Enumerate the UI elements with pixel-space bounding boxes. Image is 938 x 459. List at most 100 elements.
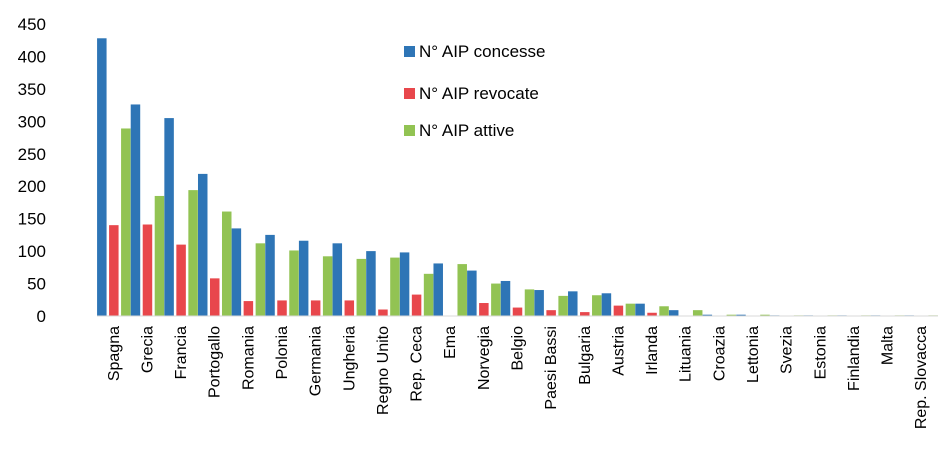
y-tick-label: 250: [18, 145, 46, 164]
bar-revocate: [580, 312, 590, 316]
bar-concesse: [702, 314, 713, 316]
bar-concesse: [635, 303, 645, 316]
bar-concesse: [298, 240, 309, 316]
x-tick-label: Francia: [173, 326, 190, 379]
x-tick-label: Norvegia: [476, 326, 493, 390]
x-tick-label: Svezia: [779, 326, 796, 374]
bar-concesse: [568, 291, 578, 316]
bar-attive: [154, 195, 165, 316]
x-tick-label: Bulgaria: [577, 326, 594, 385]
y-tick-label: 0: [37, 307, 46, 326]
bar-concesse: [601, 293, 612, 316]
x-tick-label: Austria: [610, 326, 627, 376]
bar-attive: [524, 289, 535, 316]
legend: N° AIP concesse N° AIP revocate N° AIP att…: [404, 42, 546, 140]
bar-concesse: [97, 38, 107, 316]
x-tick-label: Spagna: [106, 326, 123, 381]
legend-label: N° AIP attive: [419, 121, 514, 140]
x-tick-label: Romania: [240, 326, 257, 390]
bar-concesse: [467, 270, 477, 316]
bar-concesse: [433, 263, 443, 316]
x-tick-label: Grecia: [139, 326, 156, 373]
x-tick-label: Germania: [308, 326, 325, 396]
bar-concesse: [332, 243, 343, 316]
bar-attive: [356, 258, 367, 316]
bar-revocate: [310, 300, 321, 316]
bar-revocate: [479, 303, 489, 316]
y-tick-label: 300: [18, 112, 46, 131]
y-tick-label: 350: [18, 80, 46, 99]
bar-revocate: [176, 244, 186, 316]
bar-revocate: [209, 278, 220, 316]
x-tick-label: Regno Unito: [375, 326, 392, 415]
y-tick-label: 50: [27, 275, 46, 294]
bar-attive: [121, 128, 131, 316]
x-tick-label: Finlandia: [846, 326, 863, 391]
y-axis: 0 50 100 150 200 250 300 350 400 450: [18, 15, 46, 326]
bar-revocate: [411, 294, 422, 316]
bar-concesse: [265, 234, 275, 316]
x-tick-label: Belgio: [510, 326, 527, 371]
bar-attive: [322, 256, 333, 316]
legend-swatch: [404, 125, 415, 136]
bar-attive: [423, 273, 434, 316]
bar-attive: [558, 295, 568, 316]
legend-label: N° AIP concesse: [419, 42, 546, 61]
x-tick-label: Estonia: [812, 326, 829, 379]
y-tick-label: 150: [18, 210, 46, 229]
bar-concesse: [736, 314, 746, 316]
bar-revocate: [546, 310, 556, 316]
bar-concesse: [399, 252, 410, 316]
x-tick-label: Ungheria: [341, 326, 358, 391]
bar-concesse: [197, 173, 208, 316]
bar-attive: [255, 243, 266, 316]
bar-attive: [760, 314, 770, 316]
y-tick-label: 400: [18, 47, 46, 66]
bar-attive: [188, 190, 198, 316]
bar-concesse: [668, 310, 679, 316]
bar-concesse: [231, 228, 242, 316]
bar-concesse: [500, 280, 511, 316]
x-tick-label: Lettonia: [745, 326, 762, 383]
x-tick-label: Polonia: [274, 326, 291, 379]
x-tick-label: Malta: [880, 326, 897, 365]
bar-revocate: [243, 301, 254, 316]
bar-attive: [221, 211, 232, 316]
x-tick-label: Paesi Bassi: [543, 326, 560, 410]
x-tick-label: Ema: [442, 326, 459, 359]
bar-revocate: [647, 312, 657, 316]
bar-attive: [390, 257, 400, 316]
bar-revocate: [277, 300, 287, 316]
x-tick-label: Portogallo: [207, 326, 224, 398]
x-tick-label: Rep. Ceca: [409, 326, 426, 402]
x-tick-label: Lituania: [678, 326, 695, 382]
bar-concesse: [130, 104, 141, 317]
bar-revocate: [344, 300, 355, 316]
bar-attive: [625, 303, 636, 316]
bars: [97, 38, 938, 317]
x-axis: Spagna Grecia Francia Portogallo Romania Polo…: [106, 326, 930, 429]
x-tick-label: Croazia: [711, 326, 728, 381]
bar-concesse: [366, 251, 376, 316]
bar-attive: [491, 283, 501, 316]
x-tick-label: Rep. Slovacca: [913, 326, 930, 429]
bar-attive: [289, 250, 299, 316]
legend-label: N° AIP revocate: [419, 84, 539, 103]
bar-attive: [692, 310, 703, 316]
y-tick-label: 200: [18, 177, 46, 196]
bar-revocate: [512, 307, 523, 316]
bar-attive: [659, 306, 669, 316]
bar-attive: [592, 295, 602, 316]
bar-concesse: [534, 290, 544, 316]
bar-attive: [726, 314, 737, 316]
legend-swatch: [404, 46, 415, 57]
bar-concesse: [164, 118, 174, 316]
x-tick-label: Irlanda: [644, 326, 661, 375]
bar-attive: [457, 264, 467, 316]
bar-revocate: [378, 309, 388, 316]
legend-swatch: [404, 88, 415, 99]
y-tick-label: 450: [18, 15, 46, 34]
bar-revocate: [613, 305, 624, 316]
bar-revocate: [109, 225, 119, 316]
